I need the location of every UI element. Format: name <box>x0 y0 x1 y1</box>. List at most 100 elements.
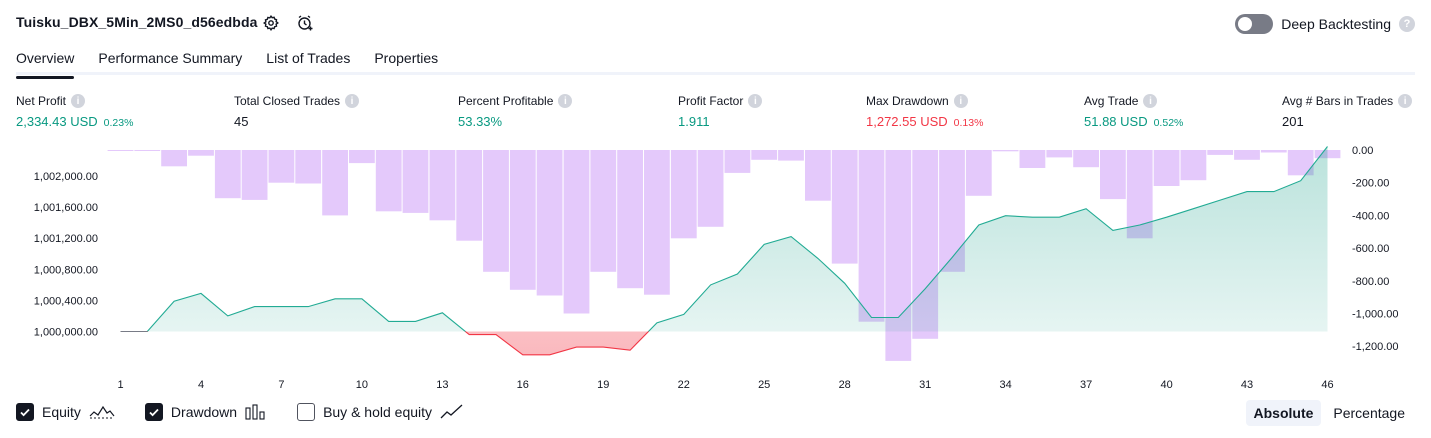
info-icon[interactable]: i <box>953 94 968 108</box>
right-axis-tick-label: -1,200.00 <box>1352 341 1398 353</box>
info-icon[interactable]: i <box>748 94 763 108</box>
check-icon <box>149 408 159 417</box>
settings-icon[interactable] <box>261 13 281 33</box>
metric-label: Profit Factor <box>678 94 744 108</box>
drawdown-bar <box>644 150 670 295</box>
drawdown-bars-icon <box>245 404 265 420</box>
drawdown-bar <box>1260 150 1287 153</box>
percentage-button[interactable]: Percentage <box>1333 405 1405 421</box>
left-axis-tick-label: 1,000,800.00 <box>34 264 98 276</box>
add-alert-icon[interactable] <box>295 13 315 33</box>
x-axis-tick-label: 19 <box>597 379 609 391</box>
buy-hold-line-icon <box>440 404 463 419</box>
right-axis-tick-label: -800.00 <box>1352 276 1389 288</box>
deep-backtesting-toggle[interactable] <box>1235 14 1274 34</box>
absolute-button[interactable]: Absolute <box>1245 400 1322 426</box>
drawdown-bar <box>1019 150 1046 168</box>
drawdown-bar <box>831 150 858 264</box>
legend-drawdown[interactable]: Drawdown <box>144 403 267 421</box>
drawdown-bar <box>188 150 214 156</box>
metric-value: 53.33% <box>458 114 503 129</box>
x-axis-tick-label: 31 <box>919 379 931 391</box>
legend-label: Equity <box>42 404 81 420</box>
metric-percent: 0.23% <box>103 117 134 129</box>
x-axis: 1 4 7 10 13 16 19 22 25 28 31 34 37 40 43 46 <box>117 379 1333 391</box>
checkbox-equity[interactable] <box>16 403 34 421</box>
drawdown-bar <box>161 150 187 167</box>
drawdown-bar <box>617 150 643 289</box>
equity-area <box>120 146 1328 356</box>
x-axis-tick-label: 1 <box>117 379 123 391</box>
metric-value: 2,334.43 USD <box>16 114 98 129</box>
checkbox-buy-hold[interactable] <box>297 403 316 421</box>
metric-label: Max Drawdown <box>866 94 949 108</box>
right-axis-tick-label: 0.00 <box>1352 145 1373 157</box>
drawdown-bar <box>778 150 804 161</box>
x-axis-tick-label: 13 <box>436 379 448 391</box>
left-axis-tick-label: 1,001,200.00 <box>34 233 98 245</box>
tabs-divider <box>16 72 1415 75</box>
metric-value: 1.911 <box>678 114 710 129</box>
toggle-knob <box>1238 17 1253 31</box>
drawdown-bars <box>107 150 1341 361</box>
legend-label: Buy & hold equity <box>323 404 433 420</box>
drawdown-bar <box>134 150 161 151</box>
drawdown-bar <box>456 150 483 241</box>
drawdown-bar <box>670 150 697 239</box>
left-axis: 1,000,000.00 1,000,400.00 1,000,800.00 1,00… <box>34 171 98 339</box>
info-icon[interactable]: i <box>71 94 86 108</box>
left-axis-tick-label: 1,000,400.00 <box>34 295 98 307</box>
drawdown-bar <box>992 150 1019 152</box>
legend-equity[interactable]: Equity <box>16 403 115 421</box>
metric-avg-trade: Avg Trade i 51.88 USD 0.52% <box>1084 93 1183 129</box>
metric-total-closed-trades: Total Closed Trades i 45 <box>234 93 360 129</box>
metric-value: 201 <box>1282 114 1304 129</box>
x-axis-tick-label: 22 <box>678 379 690 391</box>
equity-drawdown-chart: 1,000,000.00 1,000,400.00 1,000,800.00 1,00… <box>34 145 1399 391</box>
drawdown-bar <box>1180 150 1207 181</box>
chart-legend: Equity Drawdown Buy & hold equity <box>16 403 494 421</box>
drawdown-bar <box>429 150 456 221</box>
right-axis-tick-label: -1,000.00 <box>1352 309 1398 321</box>
check-icon <box>20 408 30 417</box>
tab-overview[interactable]: Overview <box>16 47 75 79</box>
drawdown-bar <box>107 150 134 151</box>
info-icon[interactable]: i <box>345 94 360 108</box>
metric-profit-factor: Profit Factor i 1.911 <box>678 93 763 129</box>
drawdown-bar <box>590 150 617 272</box>
legend-buy-hold[interactable]: Buy & hold equity <box>297 403 464 421</box>
equity-profit-fill <box>120 146 1328 332</box>
metric-percent: 0.13% <box>953 117 984 129</box>
info-icon[interactable]: i <box>1143 94 1158 108</box>
drawdown-bar <box>724 150 751 173</box>
metric-value: 51.88 USD <box>1084 114 1148 129</box>
deep-backtesting-control: Deep Backtesting ? <box>1235 14 1415 34</box>
checkbox-drawdown[interactable] <box>144 403 163 421</box>
metric-value: 45 <box>234 114 249 129</box>
metric-label: Net Profit <box>16 94 67 108</box>
left-axis-tick-label: 1,002,000.00 <box>34 171 98 183</box>
tab-performance-summary[interactable]: Performance Summary <box>98 50 243 66</box>
tab-list-of-trades[interactable]: List of Trades <box>266 50 351 66</box>
drawdown-bar <box>295 150 322 184</box>
drawdown-bar <box>858 150 885 322</box>
tab-bar: Overview Performance Summary List of Tra… <box>16 47 462 79</box>
drawdown-bar <box>268 150 295 183</box>
info-icon[interactable]: i <box>1398 94 1413 108</box>
metric-label: Percent Profitable <box>458 94 554 108</box>
right-axis-tick-label: -200.00 <box>1352 178 1389 190</box>
tab-properties[interactable]: Properties <box>374 50 439 66</box>
x-axis-tick-label: 34 <box>999 379 1011 391</box>
drawdown-bar <box>1207 150 1234 155</box>
drawdown-bar <box>536 150 563 296</box>
x-axis-tick-label: 40 <box>1160 379 1172 391</box>
drawdown-bar <box>483 150 509 272</box>
metric-label: Total Closed Trades <box>234 94 341 108</box>
info-icon[interactable]: i <box>558 94 573 108</box>
help-icon[interactable]: ? <box>1399 16 1415 32</box>
drawdown-bar <box>509 150 536 290</box>
drawdown-bar <box>1100 150 1126 200</box>
drawdown-bar <box>805 150 831 201</box>
right-axis-tick-label: -600.00 <box>1352 243 1389 255</box>
metric-avg-bars: Avg # Bars in Trades i 201 <box>1282 93 1413 129</box>
